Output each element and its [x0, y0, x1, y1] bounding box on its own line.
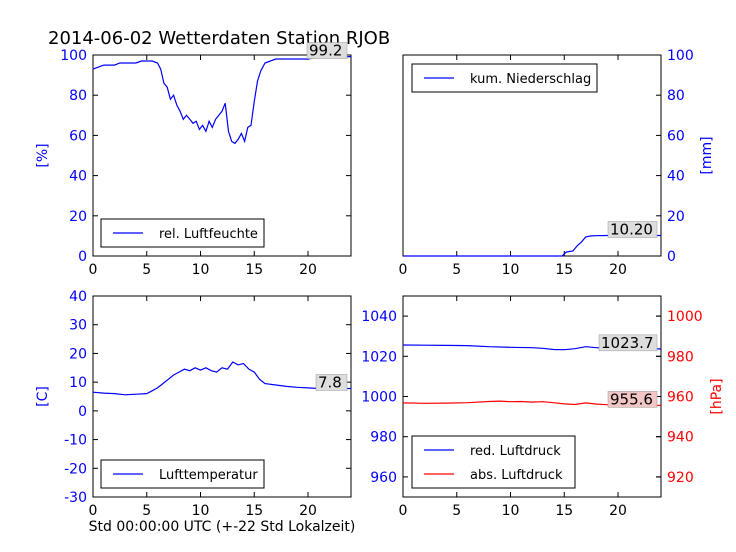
y-tick-label: 10: [69, 375, 87, 391]
legend: red. Luftdruck abs. Luftdruck: [411, 435, 576, 489]
y-tick-label: 40: [667, 169, 685, 185]
x-tick-label: 5: [142, 503, 151, 519]
y2-tick-label: 980: [667, 349, 694, 365]
legend-label: rel. Luftfeuchte: [159, 227, 258, 242]
value-annotation-box: [315, 374, 348, 391]
value-annotation: 7.8: [318, 373, 342, 391]
value-annotation-box: [306, 42, 348, 59]
legend: kum. Niederschlag: [411, 63, 598, 93]
panel-top-right: 0 5 10 15 20 0 20 40 60 80 100 [mm] 10.20 kum. Nieder…: [399, 48, 715, 278]
x-tick-label: 10: [192, 262, 210, 278]
value-annotation-box: [607, 391, 658, 408]
y-tick-label: 0: [78, 404, 87, 420]
y-axis-label: [mm]: [699, 136, 715, 174]
y-tick-label: 40: [69, 289, 87, 305]
legend-label: abs. Luftdruck: [470, 468, 563, 483]
value-annotation-box: [598, 334, 658, 352]
value-annotation: 99.2: [309, 42, 342, 60]
value-annotation: 955.6: [610, 390, 653, 408]
legend: rel. Luftfeuchte: [100, 218, 265, 248]
x-tick-label: 0: [89, 262, 98, 278]
panel-bottom-right: 0 5 10 15 20 960 980 1000 1020 1040 920 940 960 980 10…: [361, 295, 725, 519]
y-tick-label: 100: [667, 48, 694, 64]
y-axis-label: [C]: [35, 386, 51, 407]
plot-frame: [92, 295, 352, 498]
series-line: [92, 56, 352, 145]
x-tick-label: 15: [555, 262, 573, 278]
legend-label: red. Luftdruck: [470, 444, 561, 459]
x-tick-label: 5: [452, 503, 461, 519]
value-annotation: 10.20: [610, 220, 653, 238]
y2-tick-label: 960: [667, 390, 694, 406]
y-tick-label: 960: [370, 470, 397, 486]
panel-top-left: 0 5 10 15 20 0 20 40 60 80 100 [%] 99.2 rel. Luftfeuc…: [35, 42, 352, 278]
y2-tick-label: 1000: [667, 309, 703, 325]
y-tick-label: 0: [78, 249, 87, 265]
legend-label: kum. Niederschlag: [470, 72, 591, 87]
value-annotation-box: [607, 221, 658, 238]
y-tick-label: 1040: [361, 309, 397, 325]
y-tick-label: 60: [667, 128, 685, 144]
y-tick-label: 1020: [361, 349, 397, 365]
legend: Lufttemperatur: [100, 459, 265, 489]
y-axis-label: [%]: [35, 143, 51, 167]
x-tick-label: 15: [245, 503, 263, 519]
y2-axis-label: [hPa]: [709, 378, 725, 414]
y-tick-label: 30: [69, 318, 87, 334]
y-tick-label: 0: [667, 249, 676, 265]
y-tick-label: 80: [69, 88, 87, 104]
series-line: [92, 361, 351, 396]
y-tick-label: 40: [69, 169, 87, 185]
x-tick-label: 20: [299, 262, 317, 278]
x-tick-label: 20: [299, 503, 317, 519]
chart-title: 2014-06-02 Wetterdaten Station RJOB: [48, 28, 390, 49]
x-tick-label: 15: [245, 262, 263, 278]
series-line: [403, 234, 661, 257]
x-tick-label: 20: [609, 262, 627, 278]
y-tick-label: 20: [667, 209, 685, 225]
legend-label: Lufttemperatur: [159, 468, 258, 483]
x-tick-label: 0: [89, 503, 98, 519]
plot-frame: [92, 54, 352, 257]
panel-bottom-left: 0 5 10 15 20 -30 -20 -10 0 10 20 30 40 [C] 7.8 Lufttemp…: [35, 289, 352, 519]
x-tick-label: 15: [555, 503, 573, 519]
legend-box: [411, 435, 576, 489]
y-tick-label: 980: [370, 430, 397, 446]
y2-tick-label: 940: [667, 430, 694, 446]
x-tick-label: 5: [142, 262, 151, 278]
x-axis-label: Std 00:00:00 UTC (+-22 Std Lokalzeit): [89, 519, 356, 535]
x-tick-label: 0: [399, 262, 408, 278]
y-tick-label: -20: [64, 461, 87, 477]
y-tick-label: 100: [60, 48, 87, 64]
y-tick-label: -10: [64, 433, 87, 449]
x-tick-label: 0: [399, 503, 408, 519]
y-tick-label: 60: [69, 128, 87, 144]
y-tick-label: 20: [69, 346, 87, 362]
x-tick-label: 10: [502, 262, 520, 278]
y-tick-label: 20: [69, 209, 87, 225]
y-tick-label: -30: [64, 490, 87, 506]
y2-tick-label: 920: [667, 470, 694, 486]
y-tick-label: 1000: [361, 390, 397, 406]
y-tick-label: 80: [667, 88, 685, 104]
x-tick-label: 10: [192, 503, 210, 519]
x-tick-label: 10: [502, 503, 520, 519]
value-annotation: 1023.7: [601, 334, 654, 352]
x-tick-label: 20: [609, 503, 627, 519]
x-tick-label: 5: [452, 262, 461, 278]
